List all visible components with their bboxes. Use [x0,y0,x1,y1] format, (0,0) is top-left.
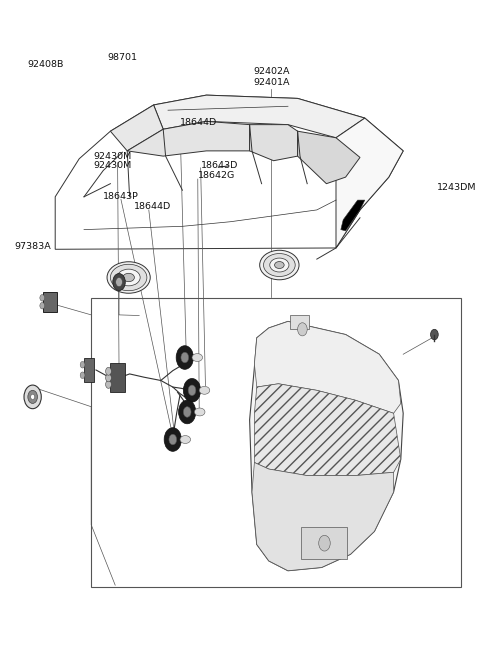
Polygon shape [254,384,401,476]
Circle shape [116,277,122,287]
Circle shape [183,407,191,417]
Text: 18643D: 18643D [201,161,238,170]
Ellipse shape [123,274,134,281]
Ellipse shape [117,269,140,286]
Ellipse shape [194,408,205,416]
Ellipse shape [260,250,299,279]
Text: 97383A: 97383A [14,241,51,251]
Polygon shape [341,200,365,231]
Ellipse shape [192,354,203,361]
Bar [290,315,309,329]
Ellipse shape [264,254,295,276]
Polygon shape [298,131,360,184]
Bar [91,298,461,587]
Circle shape [179,400,196,424]
Text: 98701: 98701 [108,53,137,62]
Text: 92408B: 92408B [27,60,64,69]
Polygon shape [252,462,394,571]
Text: 92430M: 92430M [94,161,132,170]
Ellipse shape [180,436,191,443]
Circle shape [181,352,189,363]
Text: 1243DM: 1243DM [437,183,476,192]
Circle shape [80,372,85,379]
Circle shape [106,380,111,388]
Polygon shape [110,105,163,151]
Circle shape [188,385,196,396]
Circle shape [164,428,181,451]
Polygon shape [254,321,401,413]
Circle shape [431,329,438,340]
Circle shape [80,361,85,368]
Text: 18642G: 18642G [198,171,235,180]
Polygon shape [336,118,403,248]
Circle shape [169,434,177,445]
Circle shape [28,390,37,403]
Polygon shape [127,121,250,156]
Polygon shape [250,321,403,571]
Text: 92430M: 92430M [94,152,132,161]
Text: 18644D: 18644D [180,118,217,127]
Circle shape [40,302,45,309]
Bar [84,358,94,382]
Polygon shape [154,95,365,138]
Ellipse shape [107,262,150,293]
Polygon shape [250,125,298,161]
Circle shape [106,367,111,375]
Circle shape [24,385,41,409]
Bar [301,527,347,559]
Circle shape [183,379,201,402]
Bar [43,292,57,312]
Circle shape [176,346,193,369]
Polygon shape [55,95,403,249]
Circle shape [31,394,35,400]
Text: 92402A: 92402A [253,67,289,76]
Text: 18644D: 18644D [133,202,171,211]
Ellipse shape [199,386,210,394]
Circle shape [319,535,330,551]
Circle shape [40,295,45,301]
Ellipse shape [270,258,289,272]
Text: 18643P: 18643P [103,192,139,201]
Ellipse shape [110,264,147,291]
Bar [110,363,125,392]
Circle shape [106,374,111,382]
Ellipse shape [275,262,284,268]
Circle shape [113,274,125,291]
Text: 92401A: 92401A [253,77,289,87]
Circle shape [298,323,307,336]
